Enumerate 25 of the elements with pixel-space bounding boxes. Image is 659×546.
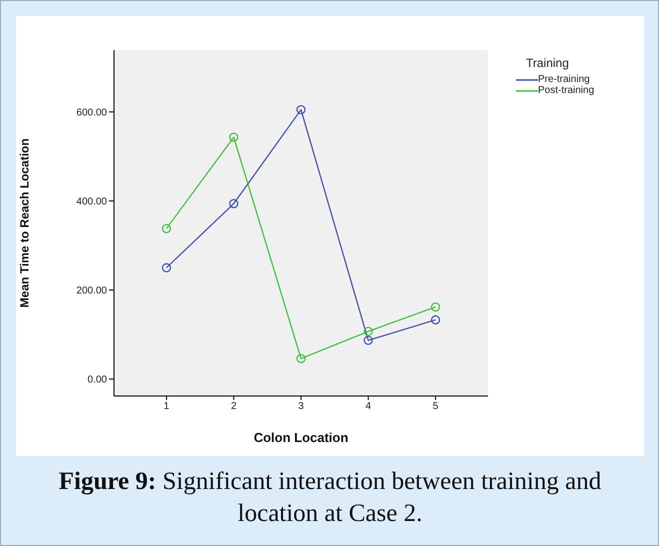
x-tick-label: 4 <box>365 401 372 412</box>
point <box>162 224 172 234</box>
x-tick-label: 5 <box>432 401 439 412</box>
point <box>229 132 238 142</box>
x-axis-title: Colon Location <box>254 430 348 445</box>
x-tick-label: 3 <box>298 401 304 412</box>
legend-label: Post-training <box>538 85 594 96</box>
point <box>430 315 440 324</box>
x-tick-label: 2 <box>230 401 237 412</box>
point <box>229 199 238 208</box>
y-tick-label: 0.00 <box>88 374 108 386</box>
point <box>162 263 172 272</box>
legend-title: Training <box>526 56 570 70</box>
point <box>430 302 440 312</box>
y-tick-label: 600.00 <box>76 107 108 118</box>
y-tick-label: 200.00 <box>76 286 108 297</box>
y-tick-label: 400.00 <box>76 196 108 208</box>
x-tick-label: 1 <box>164 401 170 412</box>
point <box>364 326 373 336</box>
point <box>296 354 306 364</box>
caption: Figure 9: Significant interaction between training and location at Case 2. <box>58 468 602 527</box>
point <box>296 105 306 114</box>
y-axis-title: Mean Time to Reach Location <box>17 138 32 308</box>
legend-label: Pre-training <box>538 74 590 85</box>
point <box>364 336 373 345</box>
